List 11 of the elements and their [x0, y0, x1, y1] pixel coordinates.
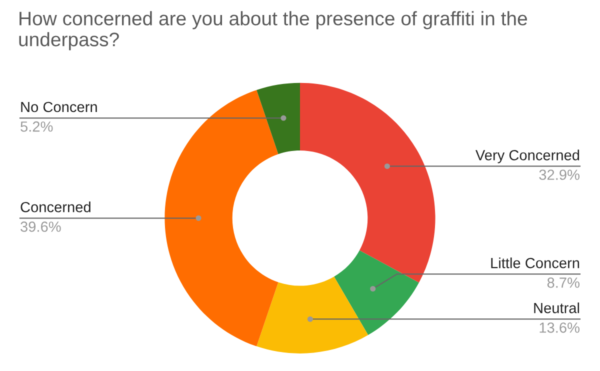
data-label: 5.2%: [20, 121, 53, 132]
slice-label: Little Concern: [491, 258, 580, 268]
slice-label: Neutral: [534, 302, 580, 314]
chart-title: How concerned are you about the presence of graffiti in the underpass?: [19, 11, 527, 50]
data-label: 8.7%: [547, 277, 580, 288]
slice-label: Concerned: [20, 202, 90, 212]
slice-label: Very Concerned: [475, 150, 580, 164]
data-label: 32.9%: [539, 170, 580, 180]
data-label: 39.6%: [20, 222, 61, 232]
slice-label: No Concern: [21, 102, 97, 112]
data-label: 13.6%: [540, 322, 580, 333]
